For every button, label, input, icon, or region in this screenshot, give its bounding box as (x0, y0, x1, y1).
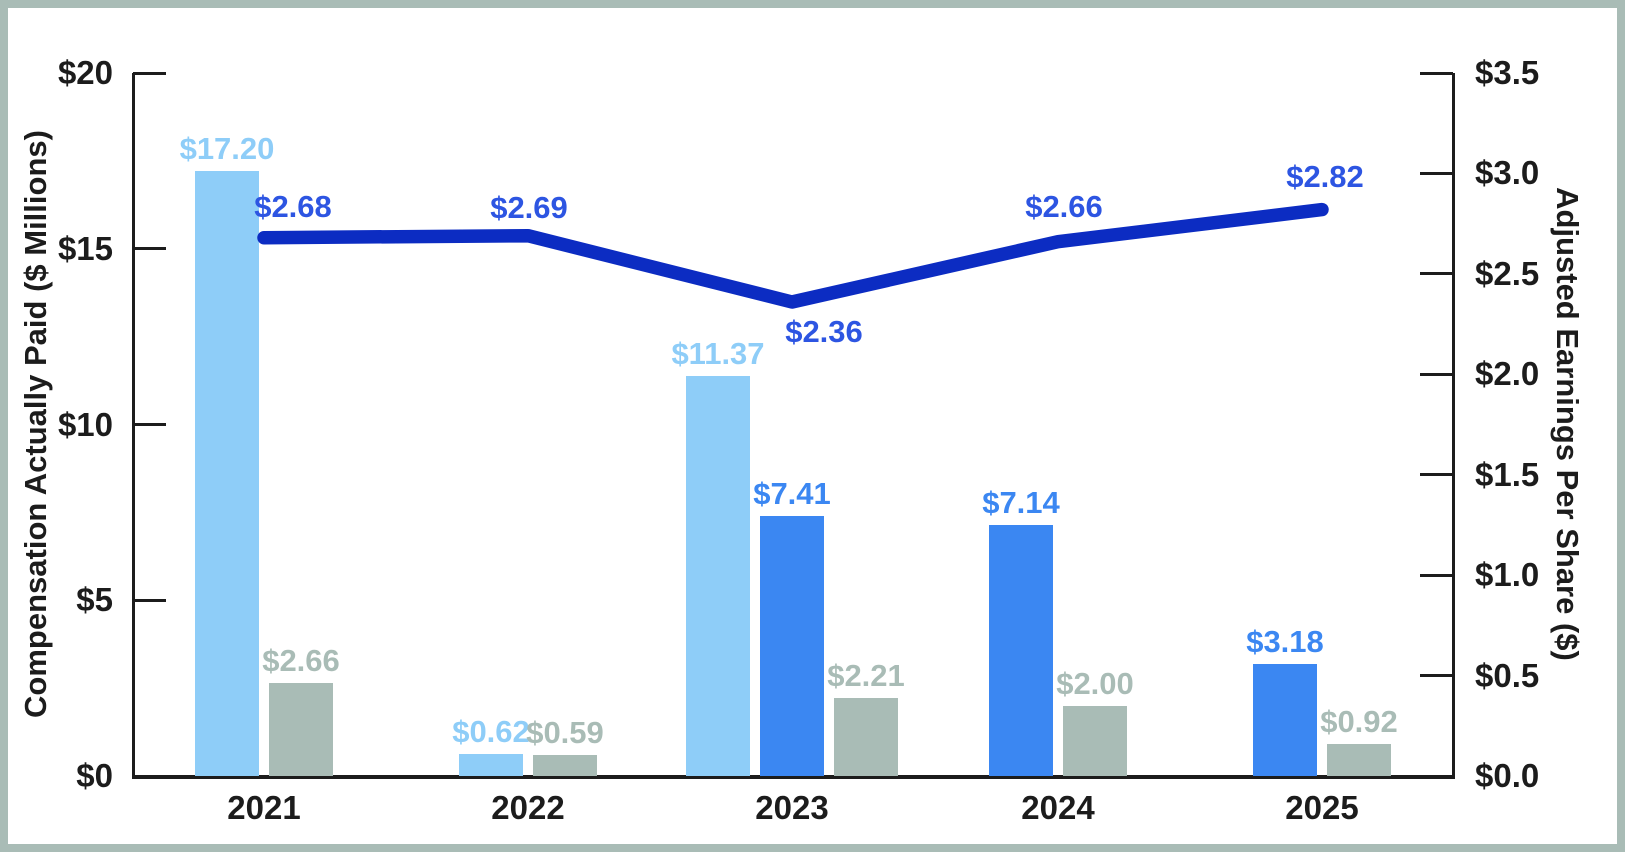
eps-trend-line-path (257, 202, 1329, 309)
right-axis-tick-label: $0.0 (1475, 757, 1540, 794)
right-axis-tick-label: $1.0 (1475, 556, 1540, 594)
eps-value-label-2022: $2.69 (490, 189, 568, 225)
x-axis-label-2024: 2024 (1021, 789, 1095, 826)
bar-cap-gray-2023 (834, 698, 898, 776)
bar-value-label-cap-gray-2024: $2.00 (1056, 665, 1134, 701)
x-axis-label-2023: 2023 (755, 789, 829, 826)
bar-value-label-cap-dark-blue-2024: $7.14 (982, 485, 1060, 521)
right-axis-tick-label: $2.5 (1475, 254, 1540, 292)
right-axis-tick (1420, 573, 1453, 577)
bar-cap-dark-blue-2023 (760, 515, 824, 776)
right-axis-tick (1420, 473, 1453, 477)
eps-value-label-2023: $2.36 (785, 313, 863, 349)
right-axis-tick (1420, 171, 1453, 175)
bar-cap-gray-2025 (1327, 743, 1391, 776)
left-axis-tick-label: $5 (76, 581, 113, 619)
eps-value-label-2024: $2.66 (1025, 188, 1103, 224)
bar-value-label-cap-gray-2025: $0.92 (1320, 703, 1398, 739)
bar-value-label-cap-dark-blue-2025: $3.18 (1246, 624, 1324, 660)
bar-value-label-cap-gray-2023: $2.21 (827, 658, 905, 694)
eps-value-label-2021: $2.68 (254, 188, 332, 224)
right-axis-tick-label: $3.0 (1475, 154, 1540, 192)
eps-value-label-2025: $2.82 (1286, 158, 1364, 194)
right-axis-tick-label: $0.5 (1475, 656, 1540, 694)
bar-value-label-cap-dark-blue-2023: $7.41 (753, 475, 831, 511)
left-axis-line (131, 73, 135, 779)
bar-value-label-cap-light-blue-2021: $17.20 (179, 131, 275, 167)
bar-cap-gray-2022 (533, 755, 597, 776)
right-axis-line (1451, 73, 1455, 779)
left-axis-tick-label: $10 (57, 405, 113, 443)
right-axis-tick-label: $2.0 (1475, 355, 1540, 393)
left-axis-tick (133, 247, 166, 251)
right-axis-tick-label: $3.5 (1475, 54, 1540, 91)
bar-cap-dark-blue-2024 (989, 525, 1053, 776)
right-axis-tick (1420, 774, 1453, 778)
bar-cap-gray-2021 (269, 682, 333, 776)
x-axis-label-2025: 2025 (1285, 789, 1359, 826)
bar-value-label-cap-gray-2021: $2.66 (262, 642, 340, 678)
x-axis-label-2022: 2022 (491, 789, 565, 826)
right-axis-tick (1420, 71, 1453, 75)
bar-cap-light-blue-2022 (459, 754, 523, 776)
right-axis-tick (1420, 372, 1453, 376)
left-axis-tick (133, 774, 166, 778)
left-axis-tick (133, 598, 166, 602)
bar-cap-light-blue-2023 (686, 376, 750, 776)
bar-value-label-cap-light-blue-2023: $11.37 (671, 336, 765, 372)
right-axis-tick (1420, 674, 1453, 678)
x-axis-line (131, 775, 1455, 779)
bar-value-label-cap-light-blue-2022: $0.62 (452, 714, 530, 750)
left-axis-tick (133, 423, 166, 426)
left-axis-tick-label: $0 (76, 757, 113, 794)
bar-cap-dark-blue-2025 (1253, 664, 1317, 776)
left-axis-tick-label: $15 (57, 229, 113, 267)
left-axis-tick (133, 71, 166, 75)
bar-cap-gray-2024 (1063, 705, 1127, 776)
bar-cap-light-blue-2021 (195, 171, 259, 776)
left-axis-tick-label: $20 (57, 54, 113, 91)
bar-value-label-cap-gray-2022: $0.59 (526, 715, 604, 751)
x-axis-label-2021: 2021 (227, 789, 301, 826)
right-axis-tick (1420, 272, 1453, 276)
right-axis-tick-label: $1.5 (1475, 455, 1540, 493)
